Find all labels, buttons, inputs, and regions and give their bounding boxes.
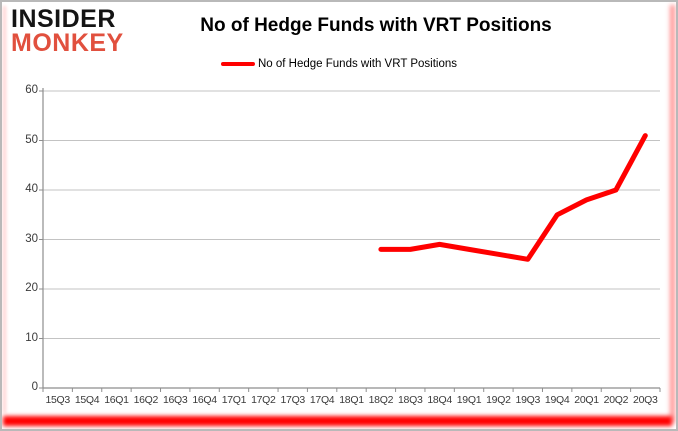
y-tick-label: 30 xyxy=(25,232,38,245)
chart-title: No of Hedge Funds with VRT Positions xyxy=(200,15,552,36)
logo-word-insider: INSIDER xyxy=(11,5,116,33)
logo-word-monkey: MONKEY xyxy=(11,28,124,57)
x-tick-label: 20Q1 xyxy=(574,394,599,406)
legend-line-marker-icon xyxy=(220,62,255,66)
x-tick-label: 20Q3 xyxy=(633,394,658,406)
y-tick-label: 10 xyxy=(25,331,38,344)
x-tick-label: 19Q1 xyxy=(456,394,482,406)
x-tick-label: 15Q4 xyxy=(74,394,100,406)
y-tick-label: 0 xyxy=(31,381,38,393)
y-tick-label: 50 xyxy=(25,133,38,146)
x-tick-label: 16Q4 xyxy=(192,394,217,406)
y-tick-label: 40 xyxy=(25,183,38,195)
x-tick-label: 18Q3 xyxy=(398,394,423,406)
y-tick-label: 20 xyxy=(25,282,38,294)
x-tick-label: 17Q2 xyxy=(251,394,276,406)
x-tick-label: 15Q3 xyxy=(45,394,70,406)
x-tick-label: 19Q3 xyxy=(515,394,541,406)
x-tick-label: 17Q3 xyxy=(280,394,305,406)
x-tick-label: 19Q4 xyxy=(544,394,570,406)
x-tick-label: 18Q2 xyxy=(368,394,394,406)
x-tick-label: 16Q2 xyxy=(133,394,159,406)
x-tick-label: 17Q1 xyxy=(221,394,247,406)
legend: No of Hedge Funds with VRT Positions xyxy=(2,57,676,71)
series-line xyxy=(378,133,648,262)
legend-label: No of Hedge Funds with VRT Positions xyxy=(257,58,457,70)
y-tick-label: 60 xyxy=(25,84,38,96)
x-tick-label: 18Q1 xyxy=(339,394,364,406)
x-tick-label: 18Q4 xyxy=(427,394,452,406)
x-tick-label: 20Q2 xyxy=(603,394,629,406)
x-tick-label: 16Q1 xyxy=(104,394,129,406)
insider-monkey-logo: INSIDER MONKEY xyxy=(11,5,124,57)
x-tick-label: 16Q3 xyxy=(162,394,188,406)
left-red-border xyxy=(3,6,6,413)
bottom-red-border xyxy=(3,416,672,426)
x-tick-label: 17Q4 xyxy=(309,394,335,406)
right-red-border xyxy=(670,5,675,423)
x-tick-label: 19Q2 xyxy=(486,394,511,406)
